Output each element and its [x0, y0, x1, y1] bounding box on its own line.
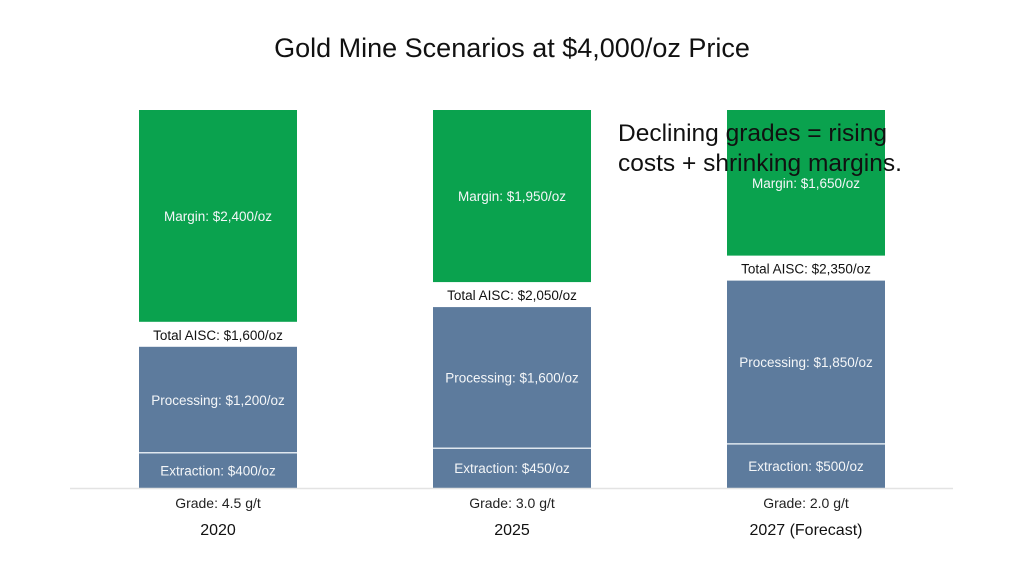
margin-label: Margin: $1,650/oz [752, 176, 860, 191]
extraction-label: Extraction: $400/oz [160, 463, 276, 478]
labels-group: Margin: $2,400/oz Total AISC: $1,600/oz Pr… [151, 176, 873, 539]
margin-label: Margin: $1,950/oz [458, 189, 566, 204]
bar-processing [433, 307, 591, 449]
category-label: 2027 (Forecast) [750, 522, 863, 539]
bar-processing [139, 346, 297, 453]
bar-margin [727, 110, 885, 256]
grade-label: Grade: 4.5 g/t [175, 495, 261, 511]
bar-extraction [139, 452, 297, 488]
extraction-label: Extraction: $500/oz [748, 459, 864, 474]
annotation: Declining grades = rising costs + shrink… [618, 120, 902, 177]
bar-margin [433, 110, 591, 283]
bar-extraction [727, 443, 885, 488]
bars-group [139, 110, 885, 488]
bar-extraction [433, 448, 591, 488]
aisc-label: Total AISC: $1,600/oz [153, 328, 283, 343]
grade-label: Grade: 2.0 g/t [763, 495, 849, 511]
processing-label: Processing: $1,200/oz [151, 393, 285, 408]
bar-processing [727, 280, 885, 444]
processing-label: Processing: $1,850/oz [739, 355, 873, 370]
margin-label: Margin: $2,400/oz [164, 209, 272, 224]
chart-title: Gold Mine Scenarios at $4,000/oz Price [274, 33, 750, 63]
grade-label: Grade: 3.0 g/t [469, 495, 555, 511]
aisc-label: Total AISC: $2,350/oz [741, 262, 871, 277]
aisc-label: Total AISC: $2,050/oz [447, 288, 577, 303]
bar-margin [139, 110, 297, 322]
processing-label: Processing: $1,600/oz [445, 371, 579, 386]
category-label: 2020 [200, 522, 236, 539]
extraction-label: Extraction: $450/oz [454, 461, 570, 476]
category-label: 2025 [494, 522, 530, 539]
